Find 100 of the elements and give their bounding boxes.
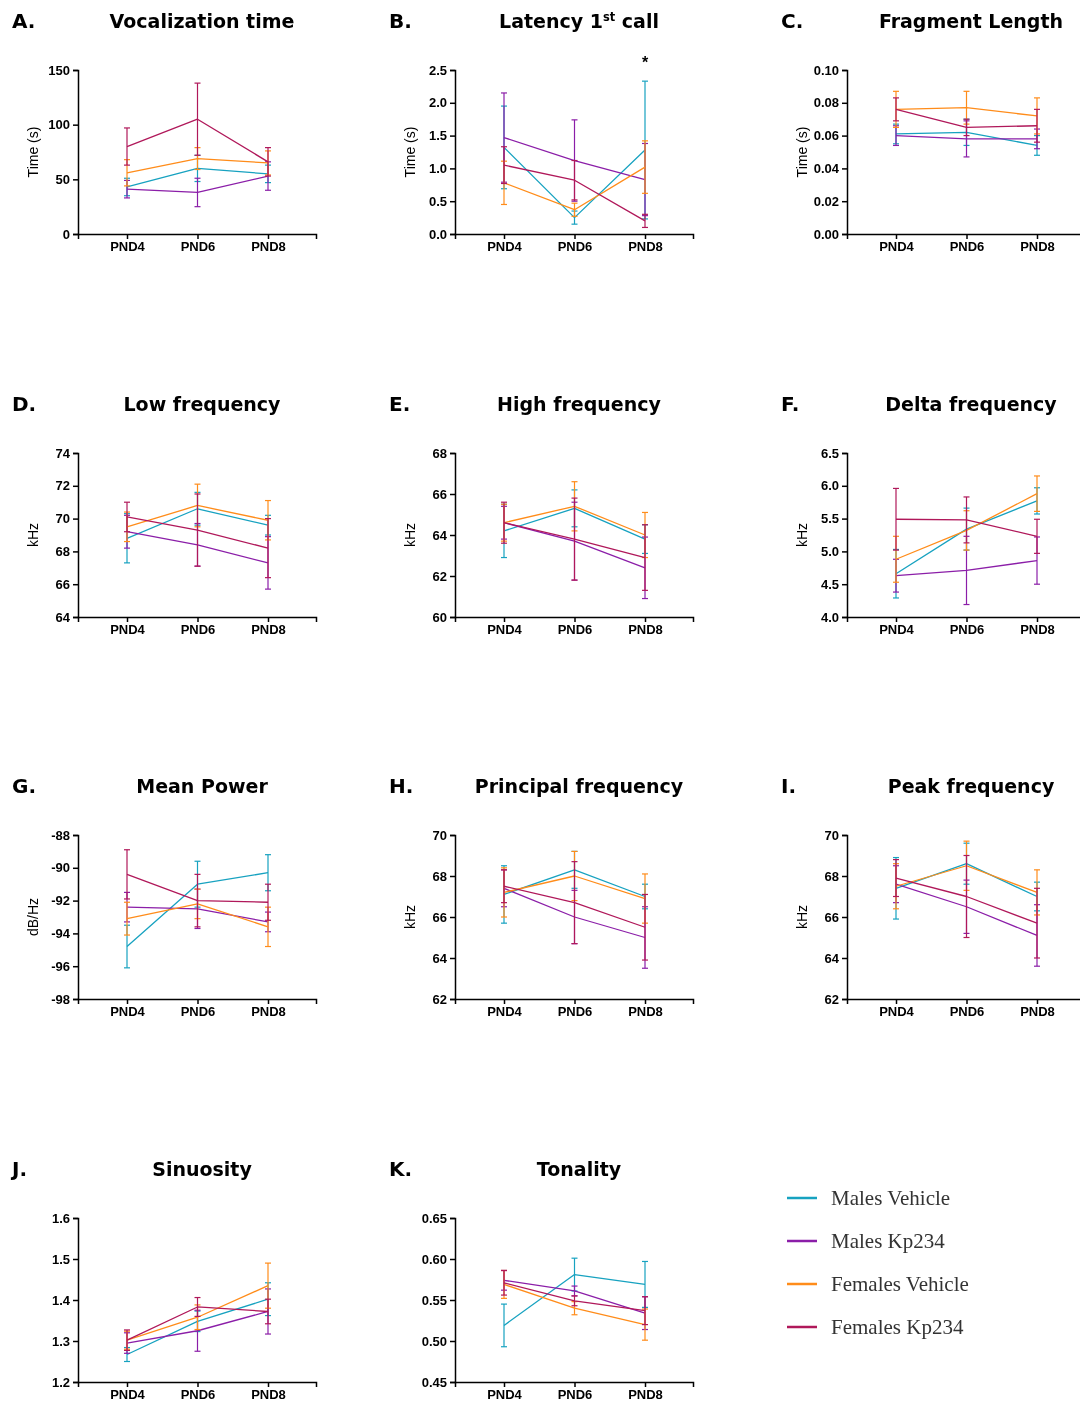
y-tick-label: -96 (51, 958, 70, 974)
y-tick-label: 6.0 (820, 478, 839, 494)
y-tick-label: 2.0 (428, 95, 447, 111)
x-tick-label: PND4 (487, 239, 523, 255)
x-tick-label: PND4 (879, 239, 915, 255)
y-axis-title: kHz (794, 522, 810, 548)
x-tick-label: PND8 (628, 1004, 663, 1020)
y-tick-label: 150 (48, 62, 70, 78)
x-tick-label: PND6 (557, 1004, 593, 1020)
x-tick-label: PND8 (628, 622, 663, 638)
y-tick-label: 1.2 (51, 1374, 70, 1390)
chart-title: Latency 1$^{st}$ call (499, 10, 659, 32)
y-tick-label: 66 (55, 576, 70, 592)
text: I. (781, 774, 797, 798)
x-tick-label: PND8 (628, 239, 663, 255)
y-tick-label: 0.02 (813, 193, 839, 209)
x-tick-label: PND8 (251, 1387, 286, 1403)
x-tick-label: PND8 (251, 1004, 286, 1020)
y-tick-label: 0.60 (421, 1251, 447, 1267)
x-tick-label: PND4 (110, 1004, 146, 1020)
x-tick-label: PND8 (251, 239, 286, 255)
x-tick-label: PND4 (110, 239, 146, 255)
chart-title: Mean Power (136, 775, 269, 797)
annotation: * (641, 54, 649, 71)
chart-title: Principal frequency (474, 775, 684, 797)
y-tick-label: 1.0 (428, 161, 447, 177)
y-tick-label: 0 (62, 226, 70, 242)
x-tick-label: PND6 (557, 622, 593, 638)
x-tick-label: PND4 (487, 1387, 523, 1403)
y-tick-label: 0.45 (421, 1374, 447, 1390)
y-tick-label: 62 (432, 568, 447, 584)
y-axis-title: Time (s) (402, 126, 418, 178)
chart-title: Sinuosity (152, 1158, 253, 1180)
y-tick-label: 0.04 (813, 161, 840, 177)
y-tick-label: -98 (51, 991, 70, 1007)
y-tick-label: 1.4 (51, 1292, 71, 1308)
y-tick-label: 68 (432, 868, 447, 884)
y-tick-label: 0.65 (421, 1210, 447, 1226)
chart-title: Low frequency (123, 393, 282, 415)
y-tick-label: 70 (432, 827, 447, 843)
text: A. (12, 9, 36, 33)
x-tick-label: PND8 (251, 622, 286, 638)
y-tick-label: 1.5 (51, 1251, 70, 1267)
y-tick-label: 0.0 (428, 226, 447, 242)
y-tick-label: 68 (55, 544, 70, 560)
x-tick-label: PND6 (180, 1387, 216, 1403)
y-axis-title: Time (s) (25, 126, 41, 178)
y-tick-label: 4.0 (820, 609, 839, 625)
x-tick-label: PND8 (1020, 622, 1055, 638)
chart-title: Delta frequency (885, 393, 1058, 415)
y-tick-label: 62 (824, 991, 839, 1007)
x-tick-label: PND6 (949, 1004, 985, 1020)
x-tick-label: PND4 (110, 1387, 146, 1403)
text: B. (389, 9, 412, 33)
x-tick-label: PND6 (949, 622, 985, 638)
y-axis-title: Time (s) (794, 126, 810, 178)
y-tick-label: 68 (432, 445, 447, 461)
text: F. (781, 392, 800, 416)
y-tick-label: 5.5 (820, 511, 839, 527)
y-tick-label: 0.5 (428, 193, 447, 209)
x-tick-label: PND4 (487, 622, 523, 638)
x-tick-label: PND4 (879, 622, 915, 638)
legend-label: Males Kp234 (831, 1229, 946, 1253)
y-tick-label: 60 (432, 609, 447, 625)
y-axis-title: dB/Hz (25, 897, 41, 937)
y-tick-label: 4.5 (820, 576, 839, 592)
y-tick-label: 2.5 (428, 62, 447, 78)
y-tick-label: -94 (51, 926, 71, 942)
y-tick-label: 64 (432, 950, 448, 966)
y-axis-title: kHz (794, 904, 810, 930)
x-tick-label: PND4 (110, 622, 146, 638)
y-tick-label: 0.10 (813, 62, 839, 78)
x-tick-label: PND8 (628, 1387, 663, 1403)
y-axis-title: kHz (402, 904, 418, 930)
x-tick-label: PND6 (180, 239, 216, 255)
x-tick-label: PND8 (1020, 1004, 1055, 1020)
y-tick-label: -88 (51, 827, 70, 843)
y-tick-label: 50 (55, 171, 70, 187)
y-tick-label: -92 (51, 893, 70, 909)
y-tick-label: 66 (432, 909, 447, 925)
y-tick-label: 5.0 (820, 544, 839, 560)
y-tick-label: 1.6 (51, 1210, 70, 1226)
y-tick-label: 1.3 (51, 1333, 70, 1349)
chart-title: Peak frequency (887, 775, 1055, 797)
x-tick-label: PND4 (487, 1004, 523, 1020)
y-tick-label: 1.5 (428, 128, 447, 144)
y-tick-label: 64 (432, 527, 448, 543)
y-tick-label: 6.5 (820, 445, 839, 461)
text: H. (389, 774, 414, 798)
text: E. (389, 392, 411, 416)
y-tick-label: 70 (55, 511, 70, 527)
x-tick-label: PND6 (180, 1004, 216, 1020)
y-axis-title: kHz (25, 522, 41, 548)
text: D. (12, 392, 37, 416)
legend-label: Males Vehicle (831, 1186, 951, 1210)
y-tick-label: 0.50 (421, 1333, 447, 1349)
y-tick-label: 74 (55, 445, 71, 461)
x-tick-label: PND6 (949, 239, 985, 255)
legend-label: Females Kp234 (831, 1315, 964, 1339)
y-tick-label: 64 (824, 950, 840, 966)
